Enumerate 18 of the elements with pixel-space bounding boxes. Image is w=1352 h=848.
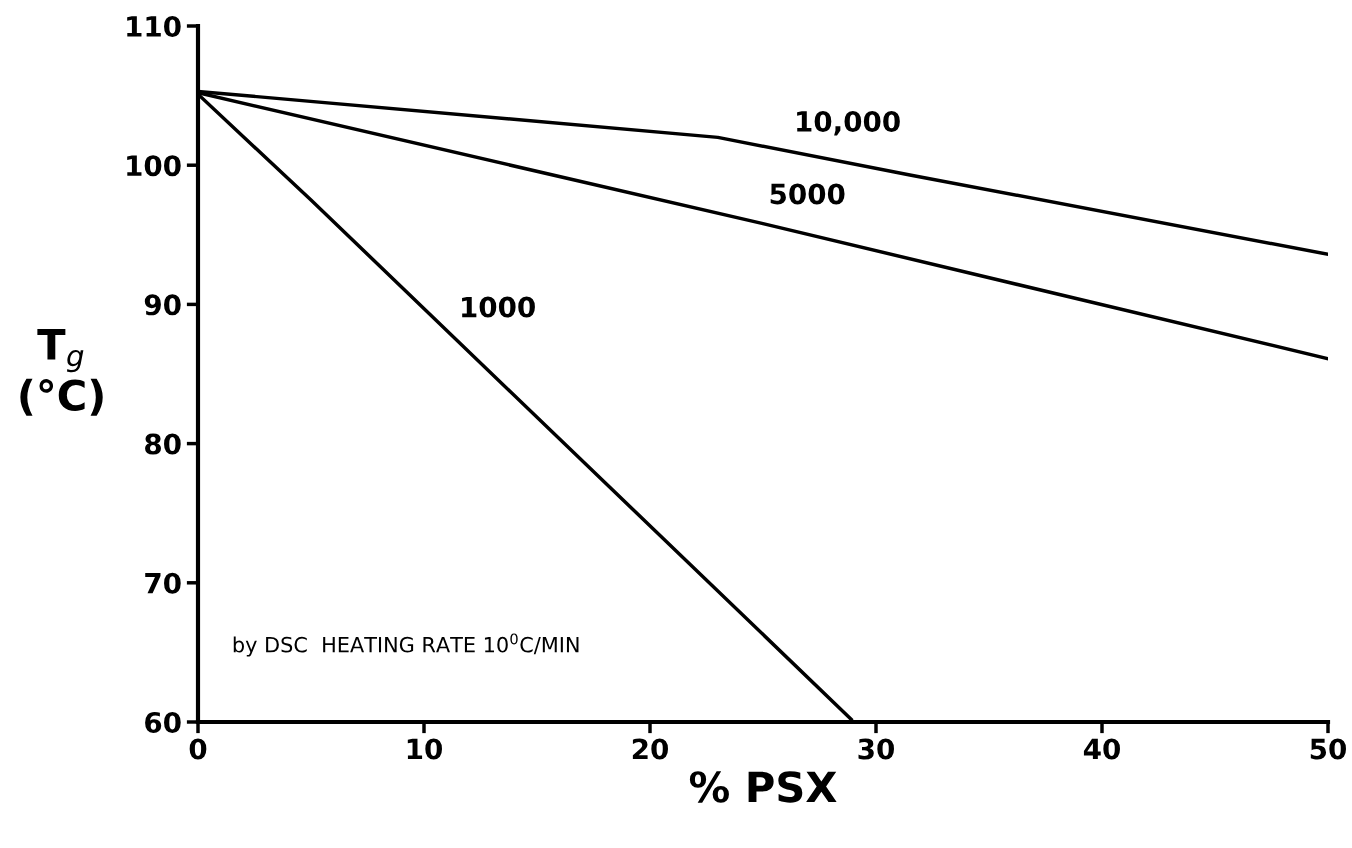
y-tick-label: 80 xyxy=(145,433,181,455)
y-tick-label: 60 xyxy=(145,711,181,733)
x-axis-title: % PSX xyxy=(689,771,837,803)
x-tick-label: 30 xyxy=(858,738,894,760)
x-tick-label: 0 xyxy=(189,738,207,760)
x-tick-label: 50 xyxy=(1310,738,1346,760)
series-label: 10,000 xyxy=(797,110,900,136)
y-tick-label: 70 xyxy=(145,572,181,594)
y-tick-label: 110 xyxy=(127,15,181,37)
x-tick-label: 20 xyxy=(632,738,668,760)
y-axis-title: T$_{g}$ (°C) xyxy=(20,329,103,416)
x-tick-label: 40 xyxy=(1083,738,1120,760)
x-tick-label: 10 xyxy=(407,738,442,760)
y-tick-label: 90 xyxy=(144,294,181,316)
annotation: by DSC HEATING RATE 10$^{0}$C/MIN xyxy=(233,633,579,657)
series-label: 5000 xyxy=(770,183,845,205)
series-label: 1000 xyxy=(462,296,535,318)
y-tick-label: 100 xyxy=(127,155,181,177)
